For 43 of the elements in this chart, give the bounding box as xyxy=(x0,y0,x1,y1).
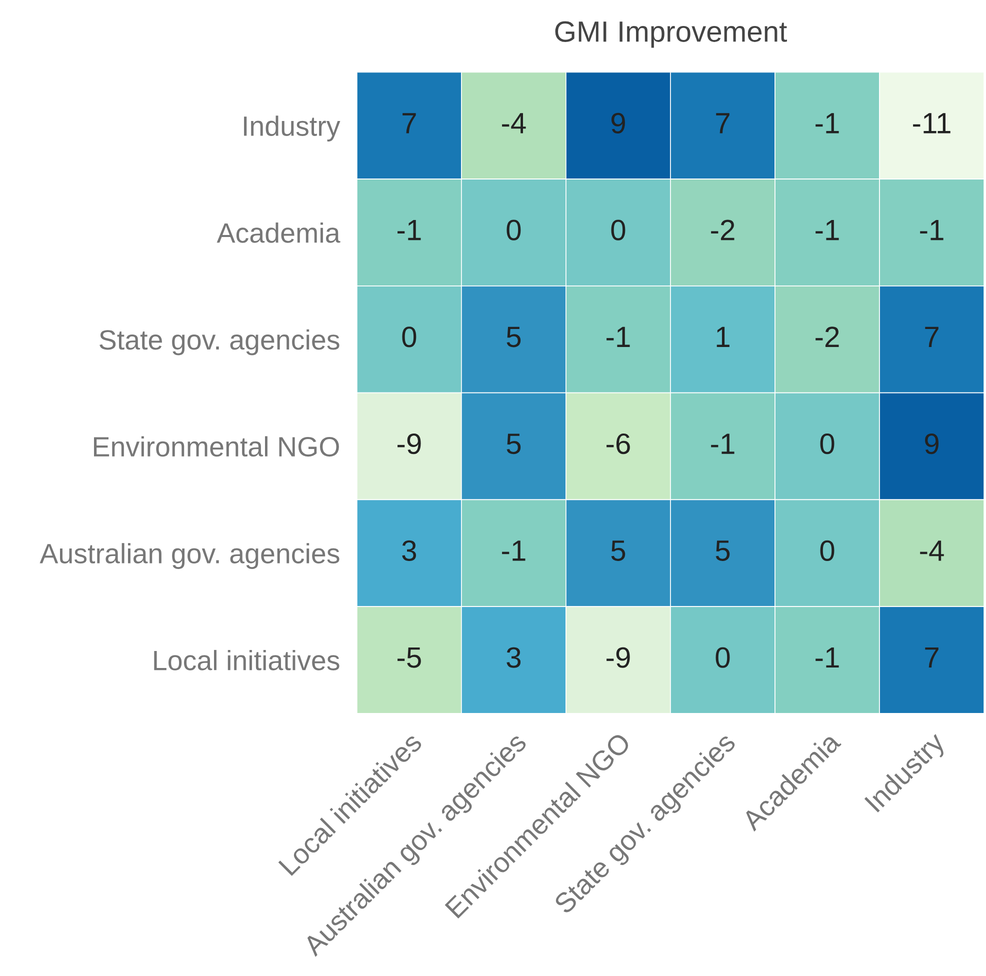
data-label: -4 xyxy=(920,540,944,561)
data-label: -1 xyxy=(502,540,526,561)
data-label: 0 xyxy=(716,647,730,668)
data-label: -1 xyxy=(816,220,839,240)
data-label: -2 xyxy=(711,220,734,240)
data-label: -9 xyxy=(398,433,421,454)
data-label: 7 xyxy=(925,647,938,668)
y-tick-label: State gov. agencies xyxy=(100,329,340,356)
data-label: 0 xyxy=(820,540,834,561)
data-label: 0 xyxy=(506,220,521,240)
data-label: 7 xyxy=(925,326,938,347)
data-label: 5 xyxy=(506,326,521,348)
data-label: -1 xyxy=(398,220,421,240)
data-label: -9 xyxy=(606,647,630,668)
data-label: -4 xyxy=(502,113,526,134)
data-label: -5 xyxy=(398,647,421,668)
data-label: -1 xyxy=(920,220,944,240)
y-tick-label: Environmental NGO xyxy=(94,436,339,457)
y-tick-label: Local initiatives xyxy=(154,650,340,670)
data-label: 5 xyxy=(716,540,730,561)
data-label: -11 xyxy=(913,113,950,134)
data-label: 7 xyxy=(402,113,416,134)
data-label: -6 xyxy=(606,433,630,454)
data-label: 9 xyxy=(611,112,625,134)
data-label: 7 xyxy=(716,113,730,134)
data-label: 0 xyxy=(611,220,626,240)
chart-title: GMI Improvement xyxy=(555,21,787,48)
data-label: -1 xyxy=(606,326,630,347)
y-tick-label: Australian gov. agencies xyxy=(40,543,340,569)
data-label: 0 xyxy=(402,326,416,348)
y-tick-label: Industry xyxy=(244,116,340,142)
data-label: -1 xyxy=(816,647,839,668)
data-label: 5 xyxy=(611,540,626,561)
data-label: 0 xyxy=(820,433,834,454)
data-label: 3 xyxy=(402,540,416,561)
y-tick-label: Academia xyxy=(216,222,340,243)
data-label: 9 xyxy=(925,433,938,454)
data-label: 5 xyxy=(506,434,521,454)
data-label: -2 xyxy=(816,326,839,347)
data-label: 1 xyxy=(716,326,730,347)
data-label: -1 xyxy=(711,434,734,454)
data-label: 3 xyxy=(506,647,521,668)
data-label: -1 xyxy=(816,113,839,134)
